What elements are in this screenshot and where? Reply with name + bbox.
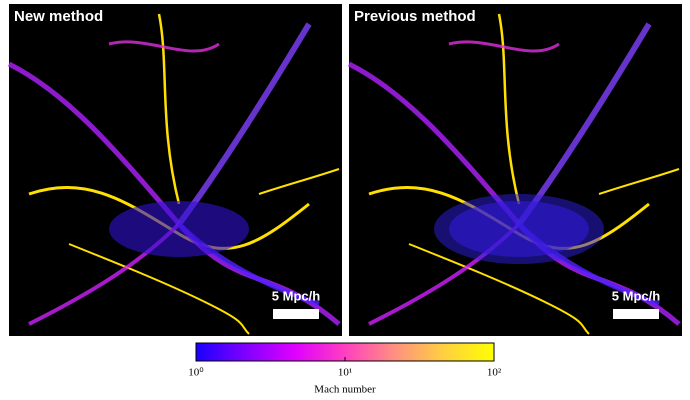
scale-bar-label: 5 Mpc/h (272, 288, 320, 303)
tick-label: 10¹ (338, 367, 352, 379)
colorbar: 10⁰ 10¹ 10² (188, 342, 502, 379)
scale-bar-label: 5 Mpc/h (612, 288, 660, 303)
panel: Previous method 5 Mpc/h (349, 4, 682, 336)
colorbar-label: Mach number (314, 384, 376, 396)
tick-label: 10² (487, 367, 502, 379)
panel-title: New method (14, 8, 103, 25)
panel-title: Previous method (354, 8, 476, 25)
tick-label: 10⁰ (188, 367, 204, 379)
panel: New method 5 Mpc/h (9, 4, 342, 336)
